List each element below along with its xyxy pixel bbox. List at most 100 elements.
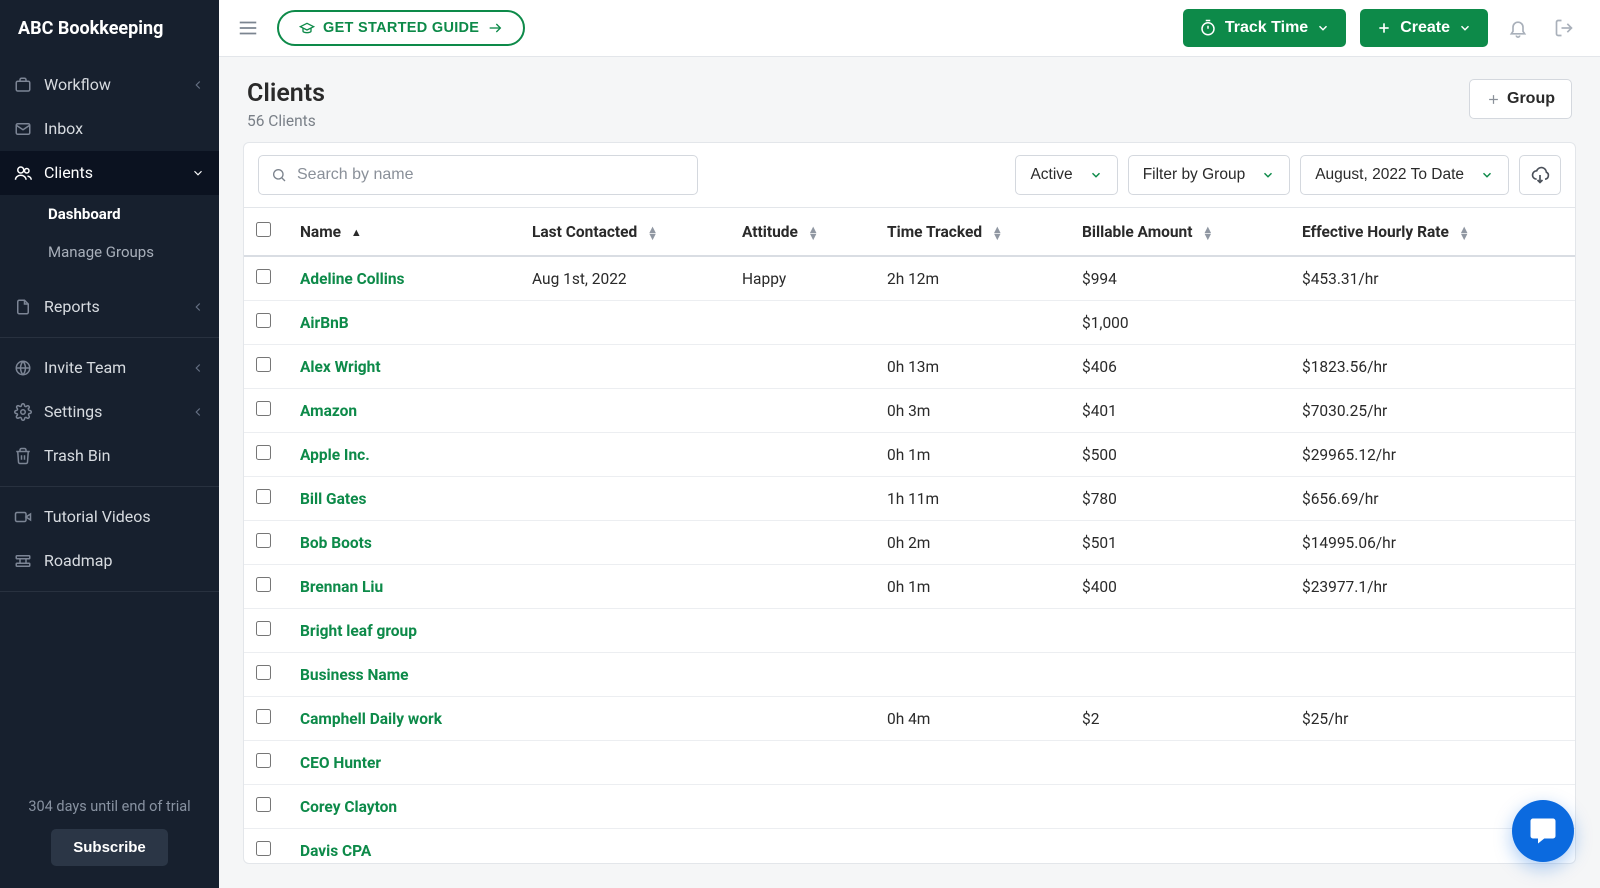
menu-icon[interactable] xyxy=(233,13,263,43)
row-checkbox[interactable] xyxy=(256,313,271,328)
search-box[interactable] xyxy=(258,155,698,195)
cell-last-contacted xyxy=(520,741,730,785)
table-row: AirBnB$1,000 xyxy=(244,301,1575,345)
cell-time-tracked: 1h 11m xyxy=(875,477,1070,521)
row-checkbox[interactable] xyxy=(256,621,271,636)
sidebar-subitem-manage-groups[interactable]: Manage Groups xyxy=(0,233,219,271)
client-name-link[interactable]: Corey Clayton xyxy=(300,798,397,816)
col-last-contacted[interactable]: Last Contacted ▲▼ xyxy=(520,208,730,257)
cell-billable xyxy=(1070,829,1290,864)
client-name-link[interactable]: Alex Wright xyxy=(300,358,381,376)
cell-attitude xyxy=(730,829,875,864)
chevron-left-icon xyxy=(191,78,205,92)
cell-time-tracked: 0h 2m xyxy=(875,521,1070,565)
bell-icon[interactable] xyxy=(1502,14,1534,42)
status-filter[interactable]: Active xyxy=(1015,155,1117,195)
row-checkbox[interactable] xyxy=(256,489,271,504)
daterange-filter[interactable]: August, 2022 To Date xyxy=(1300,155,1509,195)
client-name-link[interactable]: Bob Boots xyxy=(300,534,372,552)
cell-rate: $7030.25/hr xyxy=(1290,389,1575,433)
chat-launcher[interactable] xyxy=(1512,800,1574,862)
page-header: Clients 56 Clients Group xyxy=(219,57,1600,142)
cell-rate: $23977.1/hr xyxy=(1290,565,1575,609)
row-checkbox[interactable] xyxy=(256,797,271,812)
table-row: Davis CPA xyxy=(244,829,1575,864)
row-checkbox[interactable] xyxy=(256,269,271,284)
table-row: Adeline CollinsAug 1st, 2022Happy2h 12m$… xyxy=(244,256,1575,301)
group-filter[interactable]: Filter by Group xyxy=(1128,155,1291,195)
row-checkbox[interactable] xyxy=(256,357,271,372)
sidebar-item-workflow[interactable]: Workflow xyxy=(0,63,219,107)
sidebar-item-inbox[interactable]: Inbox xyxy=(0,107,219,151)
col-name[interactable]: Name ▲ xyxy=(288,208,520,257)
sort-icon: ▲▼ xyxy=(647,226,658,240)
download-button[interactable] xyxy=(1519,155,1561,195)
sidebar-nav: Workflow Inbox Clients Da xyxy=(0,63,219,782)
topbar: GET STARTED GUIDE Track Time Crea xyxy=(219,0,1600,57)
col-attitude[interactable]: Attitude ▲▼ xyxy=(730,208,875,257)
client-name-link[interactable]: Davis CPA xyxy=(300,842,371,860)
add-group-button[interactable]: Group xyxy=(1469,79,1572,119)
cell-last-contacted xyxy=(520,565,730,609)
client-name-link[interactable]: Brennan Liu xyxy=(300,578,383,596)
col-rate[interactable]: Effective Hourly Rate ▲▼ xyxy=(1290,208,1575,257)
client-name-link[interactable]: CEO Hunter xyxy=(300,754,381,772)
chevron-left-icon xyxy=(191,300,205,314)
col-time-tracked[interactable]: Time Tracked ▲▼ xyxy=(875,208,1070,257)
cell-attitude xyxy=(730,433,875,477)
sidebar-item-roadmap[interactable]: Roadmap xyxy=(0,539,219,583)
sidebar-item-reports[interactable]: Reports xyxy=(0,285,219,329)
group-label: Group xyxy=(1507,90,1555,108)
row-checkbox[interactable] xyxy=(256,445,271,460)
client-name-link[interactable]: Amazon xyxy=(300,402,357,420)
client-name-link[interactable]: Bill Gates xyxy=(300,490,367,508)
cell-billable: $500 xyxy=(1070,433,1290,477)
track-time-button[interactable]: Track Time xyxy=(1183,9,1346,47)
row-checkbox[interactable] xyxy=(256,577,271,592)
client-name-link[interactable]: Adeline Collins xyxy=(300,270,404,288)
row-checkbox[interactable] xyxy=(256,753,271,768)
row-checkbox[interactable] xyxy=(256,665,271,680)
cell-rate: $29965.12/hr xyxy=(1290,433,1575,477)
daterange-filter-label: August, 2022 To Date xyxy=(1315,166,1464,184)
subscribe-button[interactable]: Subscribe xyxy=(51,829,168,866)
col-billable[interactable]: Billable Amount ▲▼ xyxy=(1070,208,1290,257)
sidebar-item-clients[interactable]: Clients xyxy=(0,151,219,195)
client-name-link[interactable]: Camphell Daily work xyxy=(300,710,442,728)
globe-icon xyxy=(14,359,32,377)
sidebar-item-settings[interactable]: Settings xyxy=(0,390,219,434)
graduation-cap-icon xyxy=(299,20,315,36)
sidebar-item-trash[interactable]: Trash Bin xyxy=(0,434,219,478)
client-name-link[interactable]: Business Name xyxy=(300,666,409,684)
cell-last-contacted xyxy=(520,785,730,829)
row-checkbox[interactable] xyxy=(256,401,271,416)
sidebar-item-label: Roadmap xyxy=(44,551,205,570)
sidebar-subitem-dashboard[interactable]: Dashboard xyxy=(0,195,219,233)
briefcase-icon xyxy=(14,76,32,94)
logout-icon[interactable] xyxy=(1548,14,1580,42)
plus-icon xyxy=(1376,20,1392,36)
sidebar-item-invite-team[interactable]: Invite Team xyxy=(0,346,219,390)
cell-rate: $14995.06/hr xyxy=(1290,521,1575,565)
group-filter-label: Filter by Group xyxy=(1143,166,1246,184)
row-checkbox[interactable] xyxy=(256,841,271,856)
row-checkbox[interactable] xyxy=(256,709,271,724)
create-label: Create xyxy=(1400,19,1450,37)
sidebar: ABC Bookkeeping Workflow Inbox xyxy=(0,0,219,888)
row-checkbox[interactable] xyxy=(256,533,271,548)
get-started-guide-button[interactable]: GET STARTED GUIDE xyxy=(277,10,525,46)
client-name-link[interactable]: Apple Inc. xyxy=(300,446,370,464)
page-subtitle: 56 Clients xyxy=(247,112,325,130)
sort-icon: ▲ xyxy=(351,229,362,236)
select-all-checkbox[interactable] xyxy=(256,222,271,237)
cell-rate xyxy=(1290,653,1575,697)
cell-rate: $453.31/hr xyxy=(1290,256,1575,301)
client-name-link[interactable]: AirBnB xyxy=(300,314,349,332)
cell-last-contacted xyxy=(520,521,730,565)
search-input[interactable] xyxy=(297,166,685,184)
cell-attitude xyxy=(730,389,875,433)
client-name-link[interactable]: Bright leaf group xyxy=(300,622,417,640)
create-button[interactable]: Create xyxy=(1360,9,1488,47)
cell-time-tracked xyxy=(875,301,1070,345)
sidebar-item-tutorial[interactable]: Tutorial Videos xyxy=(0,495,219,539)
